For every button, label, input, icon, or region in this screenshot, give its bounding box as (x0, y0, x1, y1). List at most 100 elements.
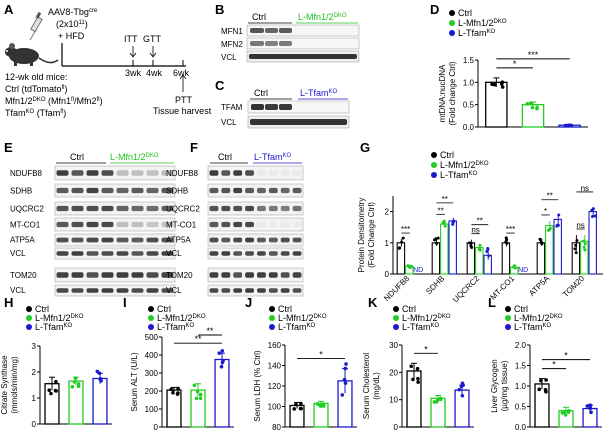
blot-band (292, 251, 302, 256)
panel-letter-a: A (4, 2, 14, 17)
x-tick-label: MT-CO1 (488, 274, 516, 302)
blot-band (101, 221, 114, 228)
y-axis-label: Liver Glycogen (490, 359, 499, 412)
blot-band (221, 237, 231, 243)
data-point (169, 387, 174, 392)
blot-band (221, 221, 231, 228)
data-point (443, 224, 447, 228)
data-point (436, 236, 440, 240)
data-point (299, 401, 303, 406)
data-point (563, 413, 568, 417)
data-point (540, 242, 544, 246)
blot-label-vcl: VCL (166, 249, 182, 258)
legend-marker (393, 306, 399, 312)
legend-label: Ctrl (514, 304, 528, 314)
svg-text:(2x1011): (2x1011) (56, 19, 88, 29)
y-tick-label: 20 (389, 368, 398, 377)
blot-band (257, 187, 266, 194)
blot-band (245, 170, 254, 176)
blot-label-vcl: VCL (10, 286, 26, 295)
y-tick-label: 300 (145, 369, 159, 378)
virus-label: AAV8-Tbg (48, 7, 89, 17)
panel-letter-h: H (4, 295, 13, 310)
blot-band (209, 170, 219, 176)
legend-marker (431, 162, 437, 168)
data-point (556, 223, 560, 227)
blot-band (86, 187, 99, 194)
legend-marker (393, 324, 399, 330)
blot-strip-tom20 (54, 267, 176, 283)
data-point (583, 248, 587, 252)
legend-marker (505, 324, 511, 330)
y-tick-label: 2 (32, 368, 37, 377)
blot-label-ndufb8: NDUFB8 (10, 169, 43, 178)
blot-band (257, 272, 266, 278)
blot-band (116, 237, 129, 243)
data-point (76, 382, 81, 386)
legend-label: L-Mfn1/2DKO (35, 313, 84, 323)
data-point (416, 376, 420, 381)
data-point (219, 364, 224, 369)
y-tick-label: 0 (154, 423, 159, 432)
legend-marker (148, 315, 154, 321)
data-point (537, 387, 542, 392)
data-point (544, 378, 548, 382)
data-point (400, 240, 404, 244)
legend-label: L-TfamKO (440, 170, 478, 180)
blot-band (56, 237, 69, 243)
blot-label-sdhb: SDHB (10, 186, 32, 195)
blot-band (221, 170, 231, 176)
syringe-icon (29, 11, 43, 41)
data-point (401, 236, 405, 240)
data-point (343, 366, 348, 371)
significance-label: * (544, 207, 547, 216)
significance-label: ** (442, 195, 448, 204)
y-tick-label: 500 (145, 333, 159, 342)
data-point (72, 380, 77, 384)
legend-label: Ctrl (35, 304, 49, 314)
data-point (97, 371, 102, 376)
wk4-label: 4wk (146, 68, 163, 78)
y-tick-label: 0 (385, 270, 390, 279)
y-tick-label: 400 (145, 351, 159, 360)
blot-band (71, 251, 84, 256)
blot-label-sdhb: SDHB (166, 186, 188, 195)
y-tick-label: 1.0 (463, 78, 475, 87)
legend-label: L-TfamKO (458, 28, 496, 38)
blot-label-vcl: VCL (166, 286, 182, 295)
blot-band (56, 170, 69, 176)
blot-band (56, 288, 69, 293)
blot-label-tom20: TOM20 (10, 271, 37, 280)
bar (536, 242, 546, 275)
blot-band (280, 170, 290, 176)
blot-band (131, 170, 144, 176)
data-point (292, 407, 297, 411)
data-point (567, 123, 571, 128)
significance-label: ** (437, 206, 443, 215)
blot-band (56, 205, 69, 212)
data-point (583, 242, 587, 246)
blot-band (280, 221, 290, 228)
blot-strip-tom20 (207, 267, 304, 283)
bar (214, 358, 230, 428)
y-tick-label: 1.0 (515, 382, 527, 391)
panel-f-ko-label: L-Tfam (254, 152, 283, 162)
dose-label: (2x10 (56, 19, 79, 29)
blot-strip-mt-co1 (54, 217, 176, 232)
chart-panel-g: 0 1 2 Protein Densitometry (Fold Change Ctrl… (357, 184, 603, 304)
legend-label: L-Mfn1/2DKO (402, 313, 451, 323)
data-point (416, 380, 420, 384)
y-axis-label-units: (µg/mg tissue) (500, 360, 509, 411)
blot-band (233, 221, 243, 228)
blot-band (146, 272, 159, 278)
data-point (220, 349, 225, 353)
blot-band (161, 187, 174, 194)
svg-text:Mfn1/2DKO (Mfn1fl/Mfn2fl): Mfn1/2DKO (Mfn1fl/Mfn2fl) (5, 96, 103, 106)
legend-marker (449, 10, 455, 16)
data-point (54, 379, 58, 384)
legend-label: Ctrl (157, 304, 171, 314)
chart-panel-l: 0.0 0.5 1.0 1.5 2.0 Liver Glycogen (µg/mg tiss… (490, 341, 602, 432)
data-point (435, 241, 439, 245)
blot-band (221, 251, 231, 256)
y-axis-label-units: (mg/dL) (372, 372, 381, 400)
